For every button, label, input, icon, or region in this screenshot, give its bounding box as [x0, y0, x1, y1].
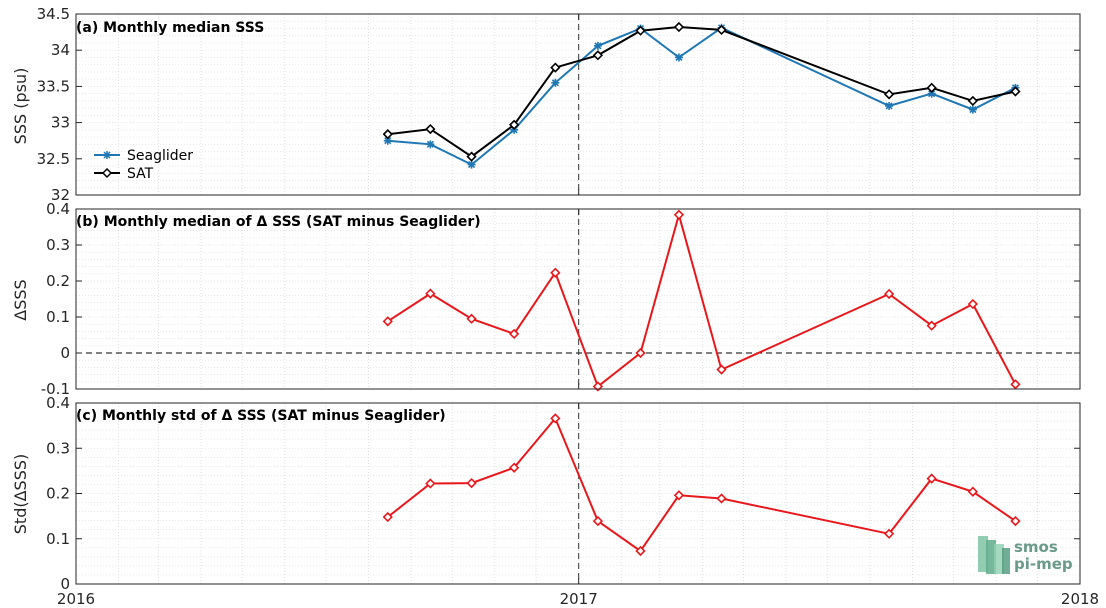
- data-point: [967, 486, 979, 497]
- y-tick-label: 0.1: [46, 530, 70, 548]
- panel-b-ylabel: ΔSSS: [11, 279, 30, 320]
- y-tick-label: 0.2: [46, 272, 70, 290]
- y-tick-label: 34.5: [37, 5, 70, 23]
- data-point: [635, 25, 646, 36]
- panel-a-ylabel: SSS (psu): [11, 68, 30, 145]
- axes-frames: [75, 13, 1081, 585]
- data-point: [716, 24, 727, 36]
- data-point: [425, 478, 436, 489]
- data-point: [425, 288, 436, 299]
- data-point: [673, 490, 685, 501]
- data-point: [466, 477, 477, 489]
- y-tick-label: 0.3: [46, 439, 70, 457]
- y-tick-label: 0: [60, 575, 70, 593]
- logo-wave-icon: [978, 536, 1010, 574]
- data-point: [592, 381, 604, 392]
- data-point: [383, 136, 392, 145]
- y-tick-label: 0: [60, 344, 70, 362]
- data-point: [382, 316, 393, 327]
- x-tick-label: 2016: [57, 590, 95, 608]
- y-tick-label: 32: [51, 186, 70, 204]
- panel-c-title: (c) Monthly std of Δ SSS (SAT minus Seag…: [76, 408, 446, 424]
- data-point: [883, 89, 895, 100]
- data-point: [674, 53, 683, 62]
- axes-frame-0: [75, 13, 1081, 196]
- x-tick-label: 2018: [1061, 590, 1099, 608]
- panel-a-title: (a) Monthly median SSS: [76, 20, 264, 36]
- data-point: [426, 140, 435, 149]
- axes-frame-2: [75, 402, 1081, 585]
- y-tick-label: 0.4: [46, 394, 70, 412]
- tick-labels: 32 32.5 33 33.5 34 34.5 -0.1 0 0.1 0.2 0.3 0.4 0 0.1 0…: [37, 5, 1100, 608]
- data-point: [883, 288, 895, 300]
- data-point: [466, 151, 477, 162]
- data-point: [927, 89, 936, 98]
- data-point: [635, 347, 646, 359]
- y-tick-label: 0.2: [46, 485, 70, 503]
- data-point: [883, 528, 895, 539]
- legend-sat-label: SAT: [127, 166, 154, 182]
- data-point: [967, 298, 979, 310]
- logo-line1: smos: [1014, 538, 1058, 556]
- reference-lines: [76, 14, 1080, 584]
- y-tick-label: -0.1: [41, 380, 70, 398]
- data-point: [593, 41, 602, 50]
- data-point: [550, 62, 561, 73]
- axes-frame-1: [75, 208, 1081, 390]
- y-tick-label: 0.1: [46, 308, 70, 326]
- y-tick-label: 33: [51, 114, 70, 132]
- grid-lines: [76, 13, 1080, 585]
- legend-sat-marker: [101, 167, 113, 179]
- legend-seaglider-marker: [103, 151, 111, 159]
- data-point: [466, 313, 477, 324]
- data-point: [716, 364, 727, 375]
- logo-line2: pi-mep: [1014, 555, 1073, 573]
- series-line-1-0: [387, 211, 1017, 389]
- data-point: [382, 129, 393, 140]
- data-point: [1010, 86, 1021, 97]
- data-point: [425, 123, 436, 135]
- data-point: [509, 328, 520, 340]
- data-point: [550, 413, 561, 424]
- y-tick-label: 0.4: [46, 200, 70, 218]
- data-point: [592, 515, 604, 527]
- data-point: [550, 267, 561, 278]
- data-point: [967, 95, 979, 107]
- data-point: [1010, 379, 1021, 390]
- legend: Seaglider SAT: [94, 148, 193, 182]
- series-layer: [382, 21, 1021, 557]
- data-point: [635, 545, 646, 557]
- y-tick-label: 0.3: [46, 236, 70, 254]
- smos-pi-mep-logo: smos pi-mep: [978, 536, 1073, 574]
- data-point: [716, 493, 727, 504]
- data-point: [926, 82, 937, 93]
- data-point: [926, 320, 937, 331]
- y-tick-label: 34: [51, 41, 70, 59]
- data-point: [1010, 515, 1021, 527]
- data-point: [885, 101, 894, 110]
- data-point: [382, 511, 393, 523]
- legend-seaglider-label: Seaglider: [127, 148, 193, 164]
- data-point: [968, 105, 977, 114]
- data-point: [926, 473, 937, 484]
- x-tick-label: 2017: [560, 590, 598, 608]
- data-point: [592, 50, 604, 61]
- data-point: [673, 209, 685, 220]
- data-point: [551, 78, 560, 87]
- panel-c-ylabel: Std(ΔSSS): [11, 454, 30, 534]
- panel-b-title: (b) Monthly median of Δ SSS (SAT minus S…: [76, 214, 481, 230]
- data-point: [509, 462, 520, 473]
- data-point: [467, 160, 476, 169]
- data-point: [673, 21, 685, 33]
- y-tick-label: 32.5: [37, 150, 70, 168]
- y-tick-label: 33.5: [37, 77, 70, 95]
- data-point: [509, 119, 520, 130]
